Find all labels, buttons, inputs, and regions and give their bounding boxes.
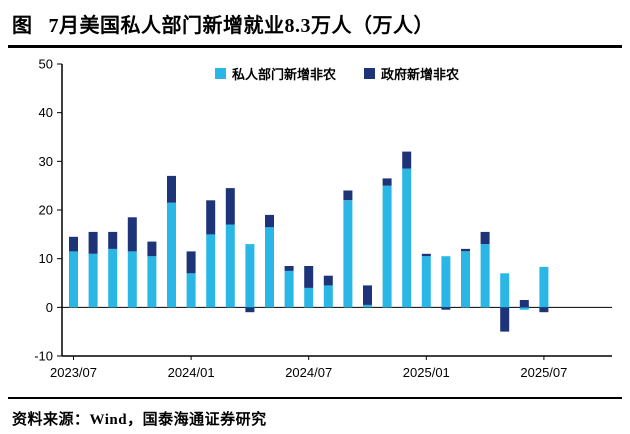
bar-segment <box>127 217 137 252</box>
bar-segment <box>186 251 196 274</box>
x-tick-label: 2024/01 <box>168 365 215 380</box>
bar-segment <box>88 253 98 308</box>
bar-segment <box>343 190 353 201</box>
x-tick-label: 2023/07 <box>50 365 97 380</box>
bar-segment <box>382 185 392 308</box>
bar-segment <box>186 273 196 308</box>
bar-segment <box>69 251 78 308</box>
bar-segment <box>206 200 216 235</box>
bar-segment <box>69 236 78 252</box>
legend-swatch-government-icon <box>364 68 375 79</box>
bar-segment <box>245 307 255 313</box>
bar-segment <box>225 188 235 225</box>
bar-segment <box>167 202 176 308</box>
y-tick-label: 20 <box>39 203 53 218</box>
bar-segment <box>304 266 314 288</box>
bar-segment <box>265 227 274 308</box>
legend-label-government: 政府新增非农 <box>381 67 460 82</box>
bar-segment <box>88 231 98 254</box>
bar-segment <box>108 248 118 308</box>
bar-segment <box>500 307 510 332</box>
y-tick-label: 40 <box>39 105 53 120</box>
bar-segment <box>245 244 255 308</box>
x-tick-label: 2024/07 <box>285 365 332 380</box>
x-tick-label: 2025/07 <box>520 365 567 380</box>
bar-segment <box>500 273 510 308</box>
bar-segment <box>225 224 235 308</box>
chart-area: 私人部门新增非农 政府新增非农 50 40 30 20 10 0 -10 2023/07 202… <box>0 48 630 388</box>
footer-divider <box>8 397 622 399</box>
bar-segment <box>402 168 412 308</box>
figure-title: 7月美国私人部门新增就业8.3万人（万人） <box>48 15 434 37</box>
bar-segment <box>402 151 412 169</box>
bar-segment <box>382 178 392 186</box>
bar-segment <box>304 287 314 308</box>
bar-segment <box>108 231 118 249</box>
bar-segment <box>167 175 176 203</box>
bar-segment <box>363 285 372 305</box>
bar-segment <box>539 266 549 308</box>
bar-segment <box>461 248 470 252</box>
legend-label-private: 私人部门新增非农 <box>231 67 336 82</box>
bar-segment <box>323 285 333 308</box>
bar-segment <box>519 300 529 308</box>
y-tick-label: 50 <box>39 57 53 72</box>
bar-segment <box>284 270 294 308</box>
figure-tag: 图 <box>12 15 33 37</box>
bar-segment <box>421 253 431 257</box>
bar-segment <box>480 244 490 308</box>
bar-segment <box>147 256 157 308</box>
bar-segment <box>480 231 490 245</box>
bar-segment <box>206 234 216 308</box>
y-tick-label: 10 <box>39 251 53 266</box>
legend-swatch-private-icon <box>214 68 226 79</box>
y-tick-label: 0 <box>46 300 53 315</box>
x-tick-label: 2025/01 <box>403 365 450 380</box>
bar-segment <box>284 266 294 271</box>
legend-item-government: 政府新增非农 <box>364 64 459 83</box>
bar-segment <box>363 304 372 308</box>
bar-segment <box>147 241 157 257</box>
bar-segment <box>421 256 431 308</box>
chart-legend: 私人部门新增非农 政府新增非农 <box>62 64 612 83</box>
bar-segment <box>127 251 137 308</box>
bar-segment <box>461 251 470 308</box>
bar-segment <box>539 307 549 313</box>
source-note: 资料来源：Wind，国泰海通证券研究 <box>12 412 267 428</box>
legend-item-private: 私人部门新增非农 <box>214 64 336 83</box>
bar-segment <box>441 307 451 310</box>
figure-header: 图 7月美国私人部门新增就业8.3万人（万人） <box>0 0 630 43</box>
title-divider <box>8 45 622 48</box>
bar-segment <box>441 256 451 308</box>
bar-segment <box>265 214 274 228</box>
bar-segment <box>343 200 353 308</box>
bar-segment <box>519 307 529 310</box>
bar-segment <box>323 275 333 286</box>
y-tick-label: 30 <box>39 154 53 169</box>
y-tick-label: -10 <box>34 349 53 364</box>
